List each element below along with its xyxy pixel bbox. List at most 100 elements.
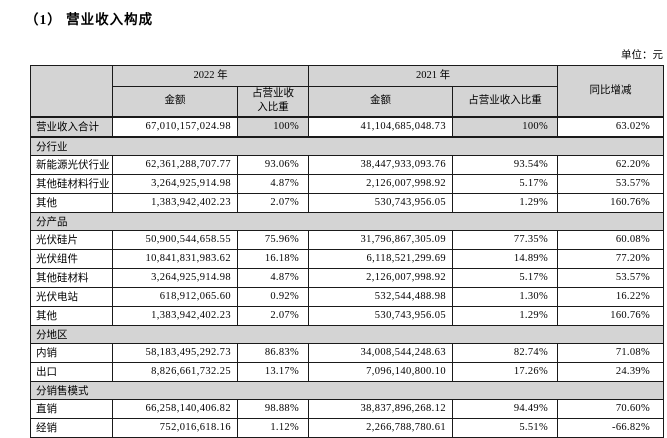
- header-pct-2022: 占营业收入比重: [237, 86, 309, 118]
- amount-2022-cell: 62,361,288,707.77: [112, 154, 238, 175]
- yoy-cell: 63.02%: [557, 116, 664, 138]
- pct-2022-cell: 4.87%: [237, 267, 309, 288]
- row-label-cell: 其他: [30, 192, 113, 213]
- pct-2021-cell: 1.29%: [452, 305, 558, 326]
- revenue-composition-table: 2022 年 2021 年 同比增减 金额 占营业收入比重 金额 占营业收入比重…: [30, 65, 664, 438]
- row-label-cell: 出口: [30, 361, 113, 382]
- pct-2021-cell: 77.35%: [452, 229, 558, 250]
- amount-2021-cell: 2,266,788,780.61: [308, 417, 453, 438]
- header-yoy: 同比增减: [557, 65, 664, 118]
- header-pct-2021: 占营业收入比重: [452, 86, 558, 118]
- row-label-cell: 营业收入合计: [30, 116, 113, 138]
- pct-2021-cell: 1.30%: [452, 286, 558, 307]
- pct-2022-cell: 86.83%: [237, 342, 309, 363]
- header-amount-2021: 金额: [308, 86, 453, 118]
- row-label-cell: 其他: [30, 305, 113, 326]
- pct-2021-cell: 93.54%: [452, 154, 558, 175]
- pct-2021-cell: 100%: [452, 116, 558, 138]
- amount-2021-cell: 34,008,544,248.63: [308, 342, 453, 363]
- amount-2021-cell: 38,447,933,093.76: [308, 154, 453, 175]
- pct-2021-cell: 17.26%: [452, 361, 558, 382]
- row-label-cell: 其他硅材料行业: [30, 173, 113, 194]
- pct-2022-cell: 0.92%: [237, 286, 309, 307]
- section-row: 分产品: [30, 211, 664, 231]
- row-label-cell: 其他硅材料: [30, 267, 113, 288]
- amount-2022-cell: 50,900,544,658.55: [112, 229, 238, 250]
- pct-2022-cell: 13.17%: [237, 361, 309, 382]
- yoy-cell: 60.08%: [557, 229, 664, 250]
- amount-2022-cell: 58,183,495,292.73: [112, 342, 238, 363]
- amount-2022-cell: 3,264,925,914.98: [112, 173, 238, 194]
- pct-2021-cell: 14.89%: [452, 248, 558, 269]
- unit-label: 单位：元: [621, 50, 663, 61]
- pct-2022-cell: 2.07%: [237, 305, 309, 326]
- table-row: 新能源光伏行业 62,361,288,707.77 93.06% 38,447,933…: [30, 154, 664, 175]
- table-row: 营业收入合计 67,010,157,024.98 100% 41,104,685,04…: [30, 116, 664, 138]
- section-label: 分销售模式: [30, 380, 664, 400]
- table-row: 光伏电站 618,912,065.60 0.92% 532,544,488.98 1.3…: [30, 286, 664, 307]
- pct-2022-cell: 1.12%: [237, 417, 309, 438]
- pct-2022-cell: 4.87%: [237, 173, 309, 194]
- yoy-cell: 53.57%: [557, 267, 664, 288]
- amount-2021-cell: 38,837,896,268.12: [308, 398, 453, 419]
- amount-2021-cell: 6,118,521,299.69: [308, 248, 453, 269]
- row-label-cell: 光伏硅片: [30, 229, 113, 250]
- table-row: 出口 8,826,661,732.25 13.17% 7,096,140,800.10…: [30, 361, 664, 382]
- table-body: 营业收入合计 67,010,157,024.98 100% 41,104,685,04…: [30, 116, 664, 438]
- amount-2022-cell: 1,383,942,402.23: [112, 305, 238, 326]
- pct-2021-cell: 82.74%: [452, 342, 558, 363]
- pct-2021-cell: 1.29%: [452, 192, 558, 213]
- table-row: 直销 66,258,140,406.82 98.88% 38,837,896,268.…: [30, 398, 664, 419]
- row-label-cell: 内销: [30, 342, 113, 363]
- yoy-cell: 16.22%: [557, 286, 664, 307]
- table-row: 其他 1,383,942,402.23 2.07% 530,743,956.05 1.2…: [30, 305, 664, 326]
- pct-2022-cell: 100%: [237, 116, 309, 138]
- section-row: 分地区: [30, 324, 664, 344]
- table-row: 内销 58,183,495,292.73 86.83% 34,008,544,248.…: [30, 342, 664, 363]
- row-label-cell: 直销: [30, 398, 113, 419]
- amount-2021-cell: 41,104,685,048.73: [308, 116, 453, 138]
- pct-2021-cell: 5.17%: [452, 267, 558, 288]
- header-amount-2022: 金额: [112, 86, 238, 118]
- table-row: 光伏硅片 50,900,544,658.55 75.96% 31,796,867,30…: [30, 229, 664, 250]
- corner-cell: [30, 65, 113, 118]
- section-label: 分行业: [30, 136, 664, 156]
- pct-2022-cell: 75.96%: [237, 229, 309, 250]
- yoy-cell: 160.76%: [557, 192, 664, 213]
- amount-2022-cell: 8,826,661,732.25: [112, 361, 238, 382]
- section-label: 分地区: [30, 324, 664, 344]
- amount-2022-cell: 3,264,925,914.98: [112, 267, 238, 288]
- pct-2021-cell: 5.17%: [452, 173, 558, 194]
- amount-2021-cell: 7,096,140,800.10: [308, 361, 453, 382]
- section-row: 分行业: [30, 136, 664, 156]
- section-label: 分产品: [30, 211, 664, 231]
- header-year-2021: 2021 年: [308, 65, 558, 87]
- amount-2022-cell: 67,010,157,024.98: [112, 116, 238, 138]
- table-row: 经销 752,016,618.16 1.12% 2,266,788,780.61 5.5…: [30, 417, 664, 438]
- table-row: 其他硅材料 3,264,925,914.98 4.87% 2,126,007,998.…: [30, 267, 664, 288]
- amount-2022-cell: 66,258,140,406.82: [112, 398, 238, 419]
- yoy-cell: 53.57%: [557, 173, 664, 194]
- amount-2021-cell: 2,126,007,998.92: [308, 173, 453, 194]
- table-row: 其他硅材料行业 3,264,925,914.98 4.87% 2,126,007,99…: [30, 173, 664, 194]
- pct-2022-cell: 16.18%: [237, 248, 309, 269]
- amount-2021-cell: 2,126,007,998.92: [308, 267, 453, 288]
- row-label-cell: 光伏电站: [30, 286, 113, 307]
- table-row: 其他 1,383,942,402.23 2.07% 530,743,956.05 1.2…: [30, 192, 664, 213]
- amount-2022-cell: 752,016,618.16: [112, 417, 238, 438]
- section-row: 分销售模式: [30, 380, 664, 400]
- header-year-2022: 2022 年: [112, 65, 309, 87]
- yoy-cell: 24.39%: [557, 361, 664, 382]
- row-label-cell: 新能源光伏行业: [30, 154, 113, 175]
- amount-2022-cell: 1,383,942,402.23: [112, 192, 238, 213]
- pct-2022-cell: 2.07%: [237, 192, 309, 213]
- row-label-cell: 光伏组件: [30, 248, 113, 269]
- row-label-cell: 经销: [30, 417, 113, 438]
- amount-2021-cell: 530,743,956.05: [308, 305, 453, 326]
- pct-2022-cell: 98.88%: [237, 398, 309, 419]
- yoy-cell: 77.20%: [557, 248, 664, 269]
- amount-2022-cell: 618,912,065.60: [112, 286, 238, 307]
- yoy-cell: 62.20%: [557, 154, 664, 175]
- amount-2021-cell: 31,796,867,305.09: [308, 229, 453, 250]
- yoy-cell: 70.60%: [557, 398, 664, 419]
